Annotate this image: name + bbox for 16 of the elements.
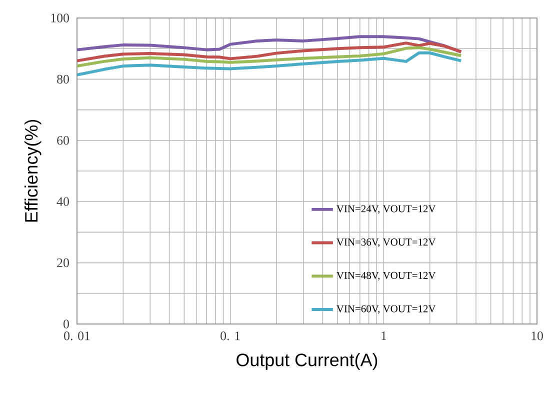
x-axis-title: Output Current(A) [236, 353, 378, 370]
x-tick-label: 1 [382, 332, 386, 340]
y-axis-title: Efficiency(%) [24, 120, 42, 222]
x-tick-label: 0. 1 [220, 332, 240, 340]
y-tick-label: 100 [51, 14, 69, 22]
y-tick-label: 80 [57, 74, 69, 84]
x-tick-label: 10 [532, 332, 543, 340]
y-tick-label: 20 [57, 258, 69, 268]
y-tick-label: 40 [56, 197, 69, 206]
legend-label: VIN=60V, VOUT=12V [336, 305, 436, 314]
x-tick-label: 0. 01 [64, 332, 90, 340]
y-tick-label: 60 [57, 136, 69, 145]
legend-label: VIN=48V, VOUT=12V [336, 272, 436, 280]
legend-label: VIN=36V, VOUT=12V [336, 238, 436, 248]
legend-label: VIN=24V, VOUT=12V [336, 205, 436, 214]
y-tick-label: 0 [64, 320, 69, 328]
